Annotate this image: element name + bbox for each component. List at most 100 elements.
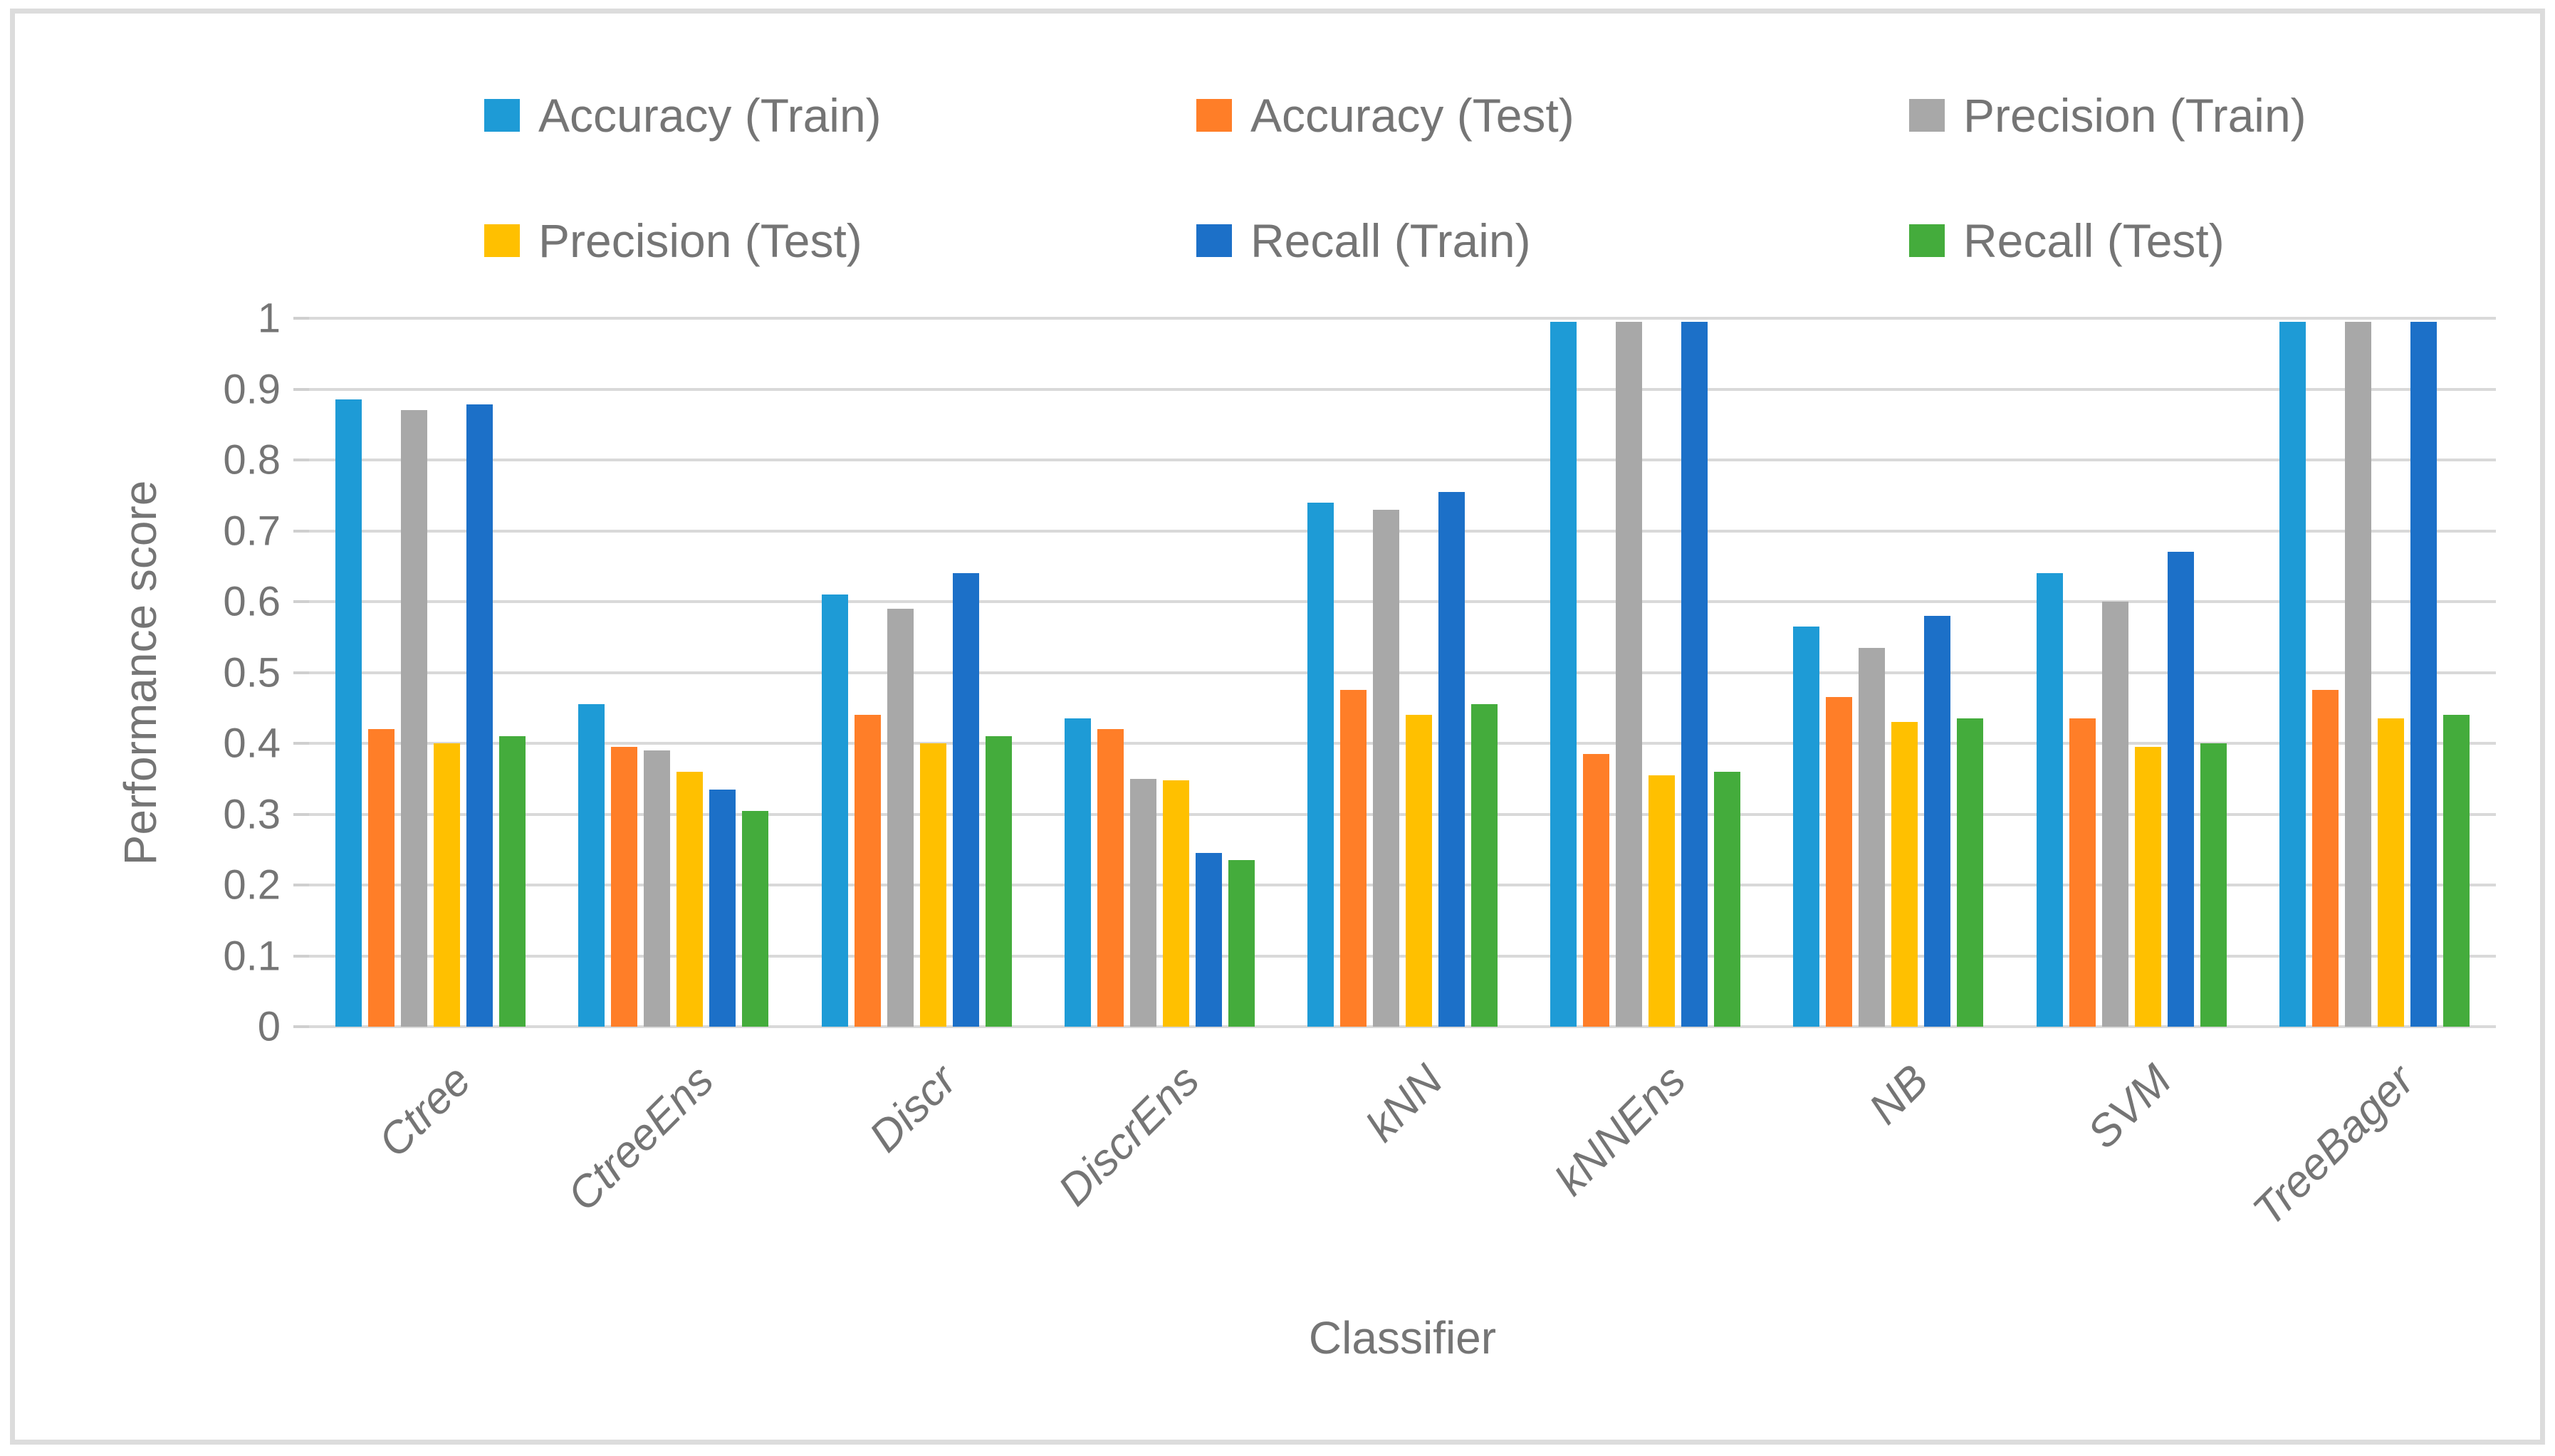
legend-item: Recall (Test) xyxy=(1909,214,2225,268)
bar-accuracy-test xyxy=(1583,753,1610,1027)
y-tick-label: 0 xyxy=(257,1003,281,1050)
y-axis-title: Performance score xyxy=(115,480,166,866)
legend-item: Accuracy (Test) xyxy=(1196,88,1574,142)
bar-accuracy-train xyxy=(2036,573,2063,1027)
legend-item: Recall (Train) xyxy=(1196,214,1531,268)
bar-accuracy-test xyxy=(2311,690,2339,1027)
y-tick-label: 0.7 xyxy=(223,508,281,554)
bar-recall-test xyxy=(742,810,769,1027)
bar-recall-train xyxy=(1924,615,1951,1027)
gridline xyxy=(309,387,2496,391)
bar-precision-test xyxy=(1891,722,1918,1027)
legend-label: Accuracy (Test) xyxy=(1250,89,1574,142)
legend-label: Recall (Train) xyxy=(1250,214,1531,267)
y-tick-label: 0.4 xyxy=(223,720,281,767)
legend-label: Precision (Test) xyxy=(538,214,862,267)
legend-swatch-icon xyxy=(484,99,520,132)
bar-precision-test xyxy=(1406,715,1432,1027)
y-axis-tick xyxy=(293,812,309,816)
gridline xyxy=(309,600,2496,603)
bar-precision-test xyxy=(919,743,946,1027)
y-tick-label: 0.8 xyxy=(223,436,281,483)
legend-swatch-icon xyxy=(1196,224,1232,257)
bar-recall-train xyxy=(2167,552,2194,1027)
bar-precision-train xyxy=(644,750,671,1027)
bar-accuracy-train xyxy=(335,399,362,1027)
bar-precision-train xyxy=(1859,647,1886,1027)
gridline xyxy=(309,671,2496,674)
y-tick-label: 0.6 xyxy=(223,578,281,625)
bar-precision-train xyxy=(1616,321,1643,1027)
y-axis-tick xyxy=(293,317,309,320)
bar-precision-train xyxy=(2344,321,2371,1027)
y-axis-tick xyxy=(293,671,309,674)
y-axis-tick xyxy=(293,387,309,391)
bar-precision-test xyxy=(2377,718,2404,1027)
bar-accuracy-train xyxy=(821,595,848,1027)
bar-precision-test xyxy=(676,771,704,1027)
legend-item: Precision (Test) xyxy=(484,214,862,268)
bar-precision-train xyxy=(1129,778,1156,1027)
legend-item: Accuracy (Train) xyxy=(484,88,882,142)
legend-label: Recall (Test) xyxy=(1963,214,2225,267)
bar-accuracy-test xyxy=(611,746,638,1027)
y-tick-label: 0.2 xyxy=(223,861,281,908)
legend-swatch-icon xyxy=(1909,224,1945,257)
bar-recall-test xyxy=(499,736,526,1027)
bar-accuracy-train xyxy=(2279,321,2306,1027)
gridline xyxy=(309,742,2496,745)
bar-accuracy-test xyxy=(1097,729,1124,1027)
gridline xyxy=(309,529,2496,533)
y-tick-label: 0.5 xyxy=(223,649,281,696)
bar-precision-test xyxy=(2134,746,2161,1027)
bar-precision-test xyxy=(1162,780,1189,1027)
gridline xyxy=(309,459,2496,461)
bar-recall-test xyxy=(2442,715,2470,1027)
gridline xyxy=(309,317,2496,320)
bar-precision-train xyxy=(1373,509,1399,1027)
bar-precision-train xyxy=(401,410,428,1027)
bar-precision-train xyxy=(887,608,914,1027)
bar-precision-test xyxy=(434,743,461,1027)
bar-recall-test xyxy=(1714,771,1741,1027)
legend-swatch-icon xyxy=(1909,99,1945,132)
gridline xyxy=(309,954,2496,958)
bar-recall-train xyxy=(2410,321,2437,1027)
gridline xyxy=(309,1025,2496,1028)
x-axis-title: Classifier xyxy=(1308,1312,1497,1363)
y-axis-tick xyxy=(293,742,309,745)
chart-border xyxy=(10,9,2545,1445)
y-axis-tick xyxy=(293,459,309,461)
bar-recall-train xyxy=(709,789,736,1027)
y-axis-tick xyxy=(293,600,309,603)
legend-label: Accuracy (Train) xyxy=(538,89,882,142)
bar-recall-test xyxy=(985,736,1012,1027)
y-tick-label: 0.9 xyxy=(223,366,281,412)
bar-accuracy-test xyxy=(854,715,881,1027)
legend-label: Precision (Train) xyxy=(1963,89,2306,142)
y-axis-tick xyxy=(293,529,309,533)
bar-accuracy-train xyxy=(1307,502,1334,1027)
bar-accuracy-test xyxy=(1340,690,1367,1027)
bar-recall-test xyxy=(1471,704,1498,1027)
gridline xyxy=(309,884,2496,886)
bar-accuracy-test xyxy=(1826,697,1853,1027)
bar-recall-train xyxy=(1195,853,1222,1027)
y-axis-tick xyxy=(293,954,309,958)
bar-accuracy-train xyxy=(578,704,605,1027)
legend-swatch-icon xyxy=(1196,99,1232,132)
bar-precision-train xyxy=(2101,602,2128,1027)
bar-recall-test xyxy=(1957,718,1984,1027)
bar-precision-test xyxy=(1649,775,1676,1027)
y-tick-label: 0.1 xyxy=(223,933,281,979)
legend-swatch-icon xyxy=(484,224,520,257)
bar-recall-train xyxy=(466,404,493,1027)
bar-recall-train xyxy=(1681,321,1708,1027)
y-axis-tick xyxy=(293,884,309,886)
legend-item: Precision (Train) xyxy=(1909,88,2306,142)
bar-recall-train xyxy=(952,573,979,1027)
y-tick-label: 0.3 xyxy=(223,791,281,837)
gridline xyxy=(309,812,2496,816)
bar-accuracy-test xyxy=(2069,718,2096,1027)
